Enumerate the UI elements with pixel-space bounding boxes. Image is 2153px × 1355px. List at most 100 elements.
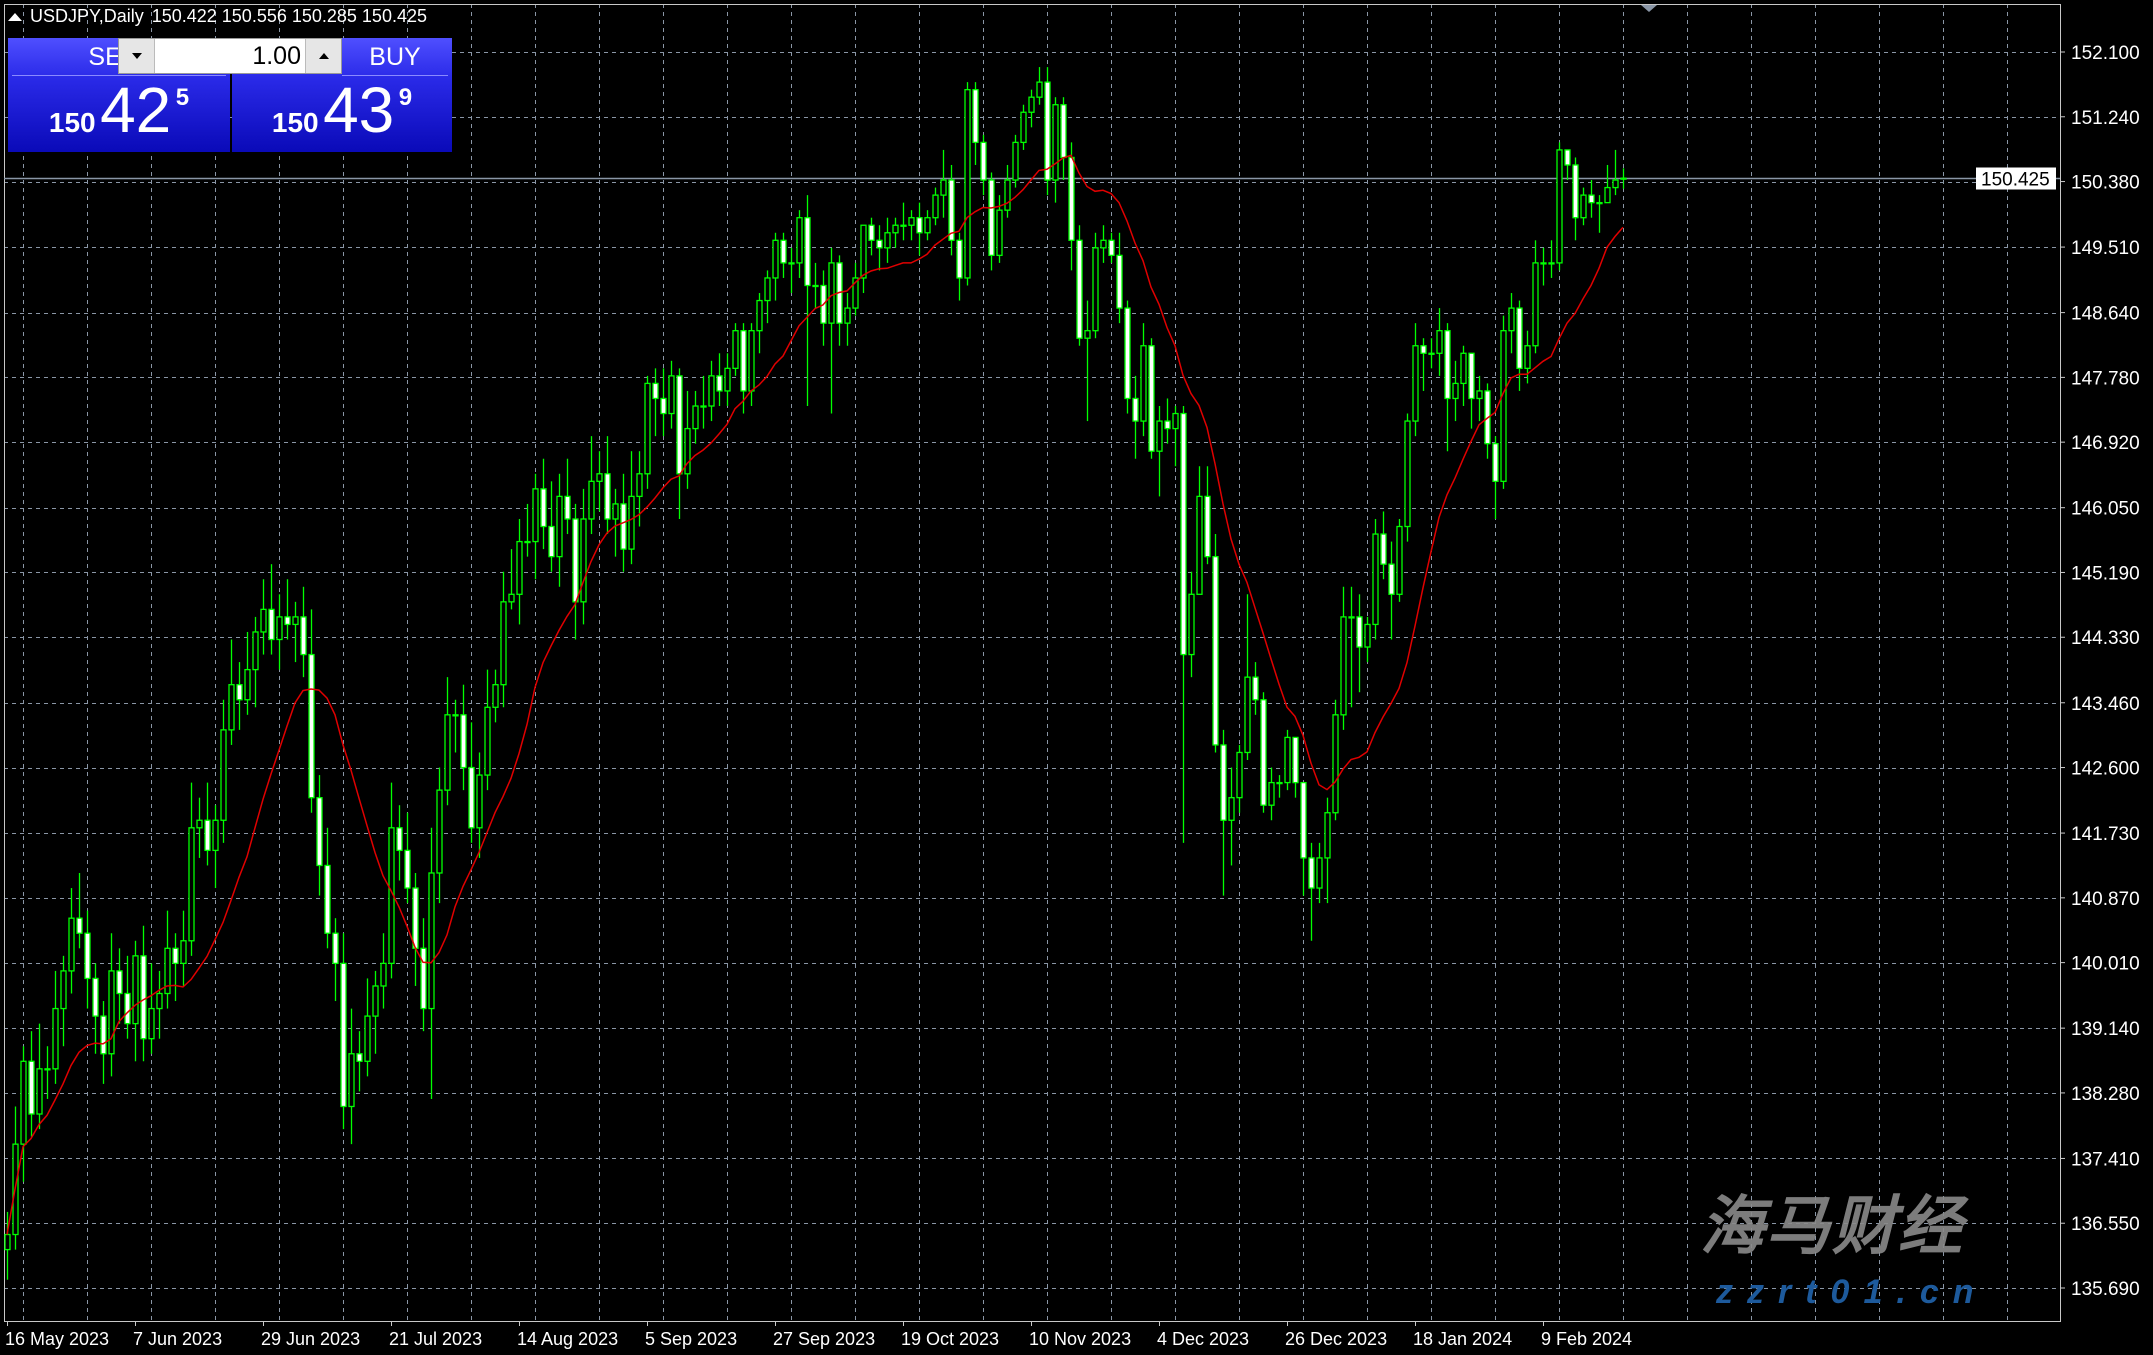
candle-body [1476, 390, 1483, 400]
candle [1532, 240, 1539, 354]
candle [1452, 360, 1459, 422]
candle-body [908, 217, 915, 226]
candle [532, 473, 539, 580]
sell-price-big: 42 [100, 74, 172, 146]
candle [772, 232, 779, 301]
watermark-url: zzrt01.cn [1716, 1273, 1988, 1311]
candle-body [764, 277, 771, 302]
y-tick-label: 145.190 [2071, 563, 2140, 584]
candle-body [1268, 781, 1275, 806]
candle-body [428, 872, 435, 1010]
lot-size-stepper[interactable] [118, 38, 342, 74]
candle-body [620, 503, 627, 550]
candle [1604, 164, 1611, 204]
buy-price[interactable]: 150 43 9 [232, 78, 452, 152]
candle-body [924, 217, 931, 234]
candle-body [508, 593, 515, 603]
candle-body [1276, 781, 1283, 785]
candle [300, 586, 307, 678]
candle-body [828, 262, 835, 324]
candle-body [204, 819, 211, 852]
candle [52, 970, 59, 1084]
candle [388, 782, 395, 979]
candle-body [636, 473, 643, 498]
candle [668, 360, 675, 429]
y-tick-label: 146.050 [2071, 499, 2140, 520]
candle-body [604, 473, 611, 520]
candle-body [372, 985, 379, 1017]
candle-body [1148, 345, 1155, 452]
candle [1172, 406, 1179, 467]
candle [236, 662, 243, 730]
candle [1228, 767, 1235, 866]
candle-body [188, 827, 195, 942]
lot-increase-button[interactable] [305, 39, 341, 73]
candle [1092, 232, 1099, 339]
candle-body [1404, 420, 1411, 528]
candle [44, 1046, 51, 1099]
x-tick-label: 19 Oct 2023 [901, 1329, 999, 1349]
candle-body [1468, 352, 1475, 400]
candle [700, 375, 707, 429]
lot-size-input[interactable] [155, 39, 305, 73]
candle-body [756, 299, 763, 332]
candle-body [684, 427, 691, 475]
sell-price[interactable]: 150 42 5 [8, 78, 230, 152]
candle [524, 503, 531, 557]
candle [1132, 375, 1139, 459]
candle [268, 564, 275, 655]
candle [1020, 104, 1027, 150]
candle-body [892, 224, 899, 234]
candle [596, 451, 603, 512]
candle-body [228, 684, 235, 731]
candle-body [36, 1068, 43, 1115]
y-tick-label: 152.100 [2071, 43, 2140, 64]
candle-body [1092, 247, 1099, 332]
candle [1196, 466, 1203, 595]
candle [84, 910, 91, 1009]
buy-price-pip: 9 [398, 84, 413, 111]
chart-frame [4, 4, 2061, 1322]
candle [180, 910, 187, 986]
buy-button[interactable]: BUY [342, 38, 448, 76]
candle-body [108, 970, 115, 1055]
candle [228, 639, 235, 745]
candle-body [1020, 111, 1027, 144]
candle [1468, 352, 1475, 429]
candle-body [1564, 149, 1571, 166]
candle-body [804, 217, 811, 287]
candle-body [1204, 495, 1211, 558]
candle-body [716, 375, 723, 392]
candle-body [1172, 412, 1179, 430]
candle-body [1132, 397, 1139, 422]
candle [732, 323, 739, 376]
candle [908, 210, 915, 241]
candle [780, 232, 787, 278]
candle-body [556, 495, 563, 558]
candle-body [316, 797, 323, 867]
candle-body [748, 330, 755, 392]
candle-body [460, 714, 467, 769]
candle [1556, 142, 1563, 271]
y-tick-label: 141.730 [2071, 824, 2140, 845]
candle-body [1356, 616, 1363, 648]
grid [4, 4, 2060, 1321]
arrow-up-icon [318, 53, 329, 59]
candle-body [1620, 177, 1627, 180]
candle-body [740, 330, 747, 392]
candle [1220, 729, 1227, 896]
candle [292, 601, 299, 663]
candle [756, 293, 763, 354]
candle-body [140, 955, 147, 1040]
candle-body [1180, 412, 1187, 656]
collapse-triangle-icon[interactable] [8, 12, 22, 21]
candle [92, 963, 99, 1054]
buy-price-prefix: 150 [271, 107, 319, 138]
lot-decrease-button[interactable] [119, 39, 155, 73]
candle [740, 323, 747, 414]
candle [1428, 338, 1435, 369]
candle [660, 368, 667, 437]
candle [1332, 699, 1339, 821]
candle-body [940, 179, 947, 196]
